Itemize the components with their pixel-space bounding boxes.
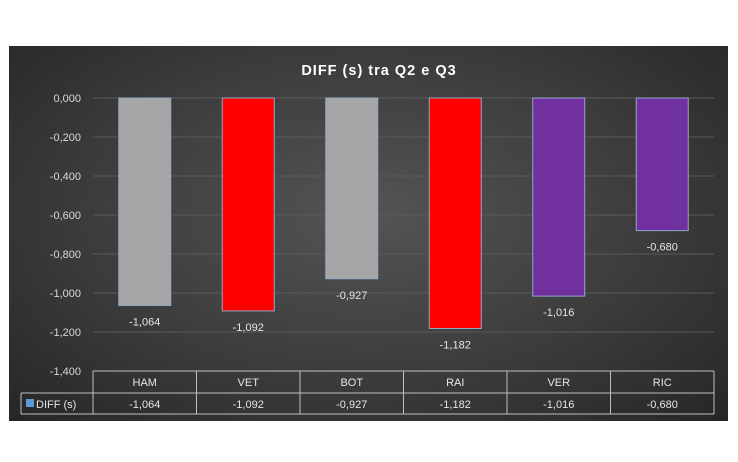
data-label: -1,182 [440, 339, 471, 351]
y-tick-label: -1,200 [50, 327, 81, 339]
y-tick-label: -0,400 [50, 171, 81, 183]
table-value: -0,680 [647, 399, 678, 411]
bar-rai [428, 97, 482, 329]
legend-key [26, 399, 34, 407]
series-name: DIFF (s) [36, 399, 76, 411]
y-axis: 0,000 -0,200 -0,400 -0,600 -0,800 -1,000 -1,20… [50, 93, 81, 378]
bar-ric [635, 97, 689, 232]
category-label: BOT [340, 377, 363, 389]
y-tick-label: -0,800 [50, 249, 81, 261]
table-value: -1,064 [129, 399, 160, 411]
data-label: -1,016 [543, 307, 574, 319]
y-tick-label: -1,000 [50, 288, 81, 300]
bar-ham [118, 97, 172, 306]
data-label: -0,927 [336, 290, 367, 302]
data-label: -0,680 [647, 242, 678, 254]
table-value: -1,092 [233, 399, 264, 411]
bar-ver [532, 97, 586, 297]
category-label: RIC [653, 377, 672, 389]
table-value: -1,016 [543, 399, 574, 411]
data-labels: -1,064 -1,092 -0,927 -1,182 -1,016 -0,680 [129, 242, 678, 352]
category-label: VER [547, 377, 570, 389]
table-value: -1,182 [440, 399, 471, 411]
y-tick-label: -1,400 [50, 366, 81, 378]
chart-title: DIFF (s) tra Q2 e Q3 [301, 63, 456, 79]
y-tick-label: 0,000 [53, 93, 81, 105]
bar-chart: DIFF (s) tra Q2 e Q3 0,000 -0,200 -0,400 -0… [20, 63, 715, 415]
chart-area: DIFF (s) tra Q2 e Q3 0,000 -0,200 -0,400 -0… [9, 46, 728, 421]
category-label: HAM [133, 377, 157, 389]
bars [118, 97, 689, 329]
data-label: -1,064 [129, 316, 160, 328]
y-tick-label: -0,200 [50, 132, 81, 144]
category-label: RAI [446, 377, 464, 389]
category-label: VET [238, 377, 260, 389]
gridlines [93, 97, 714, 372]
data-label: -1,092 [233, 322, 264, 334]
bar-vet [221, 97, 275, 312]
data-table: HAM -1,064 VET -1,092 BOT -0,927 RAI -1,182 VER -… [20, 370, 715, 415]
table-value: -0,927 [336, 399, 367, 411]
y-tick-label: -0,600 [50, 210, 81, 222]
bar-bot [325, 97, 379, 280]
